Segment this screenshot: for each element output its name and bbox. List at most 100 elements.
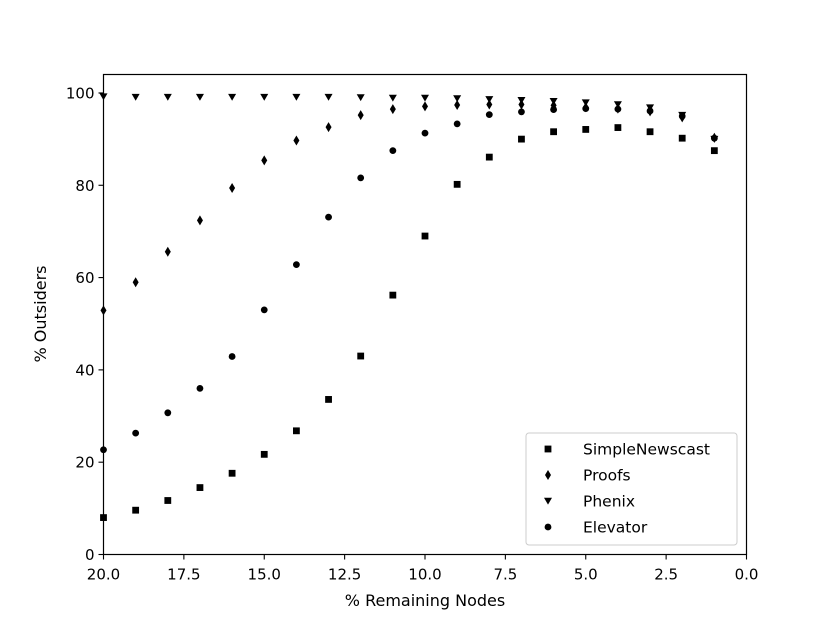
data-point-proofs [486,99,493,110]
data-point-elevator [260,306,268,314]
x-tick-label: 12.5 [328,566,361,584]
data-point-elevator [325,213,332,221]
data-point-simplenewscast [325,396,332,403]
x-tick-label: 2.5 [654,566,678,584]
data-point-phenix [356,94,365,102]
legend-entry-simplenewscast: SimpleNewscast [544,441,710,459]
x-tick-label: 0.0 [735,566,759,584]
data-point-simplenewscast [196,484,204,491]
data-point-simplenewscast [132,506,140,514]
data-point-elevator [453,120,461,128]
legend-entry-elevator: Elevator [544,519,648,537]
data-point-elevator [389,147,397,155]
series-proofs [100,99,718,316]
data-point-phenix [292,93,301,101]
series-elevator [100,105,718,454]
legend-label: Proofs [583,467,631,485]
data-point-simplenewscast [550,128,557,136]
data-point-elevator [614,105,622,113]
y-tick-label: 20 [75,454,94,472]
x-tick-label: 20.0 [87,566,120,584]
legend-entry-proofs: Proofs [545,467,631,485]
x-tick-label: 15.0 [248,566,281,584]
data-point-elevator [164,409,172,417]
data-point-phenix [195,93,204,101]
legend-frame [525,432,738,546]
data-point-simplenewscast [646,128,654,136]
data-point-proofs [389,104,396,115]
data-point-phenix [388,94,397,102]
data-point-simplenewscast [518,135,525,143]
x-tick-label: 5.0 [574,566,598,584]
data-point-elevator [550,106,557,113]
data-point-proofs [518,99,525,110]
legend-marker-proofs [545,470,551,480]
data-point-phenix [260,93,269,101]
y-tick-label: 0 [85,546,95,564]
data-point-elevator [228,353,236,360]
data-point-elevator [485,111,493,119]
data-point-phenix [485,96,494,104]
data-point-phenix [324,93,333,101]
legend-label: SimpleNewscast [583,441,710,459]
data-point-simplenewscast [164,497,172,504]
legend-label: Phenix [583,493,635,511]
series-simplenewscast [100,124,718,521]
y-axis-label: % Outsiders [31,266,50,363]
data-point-simplenewscast [614,124,622,131]
data-point-elevator [196,384,204,392]
data-point-phenix [613,101,622,109]
data-point-phenix [517,97,526,104]
data-point-simplenewscast [260,450,268,458]
data-point-simplenewscast [389,291,397,299]
legend-marker-simplenewscast [544,445,552,453]
data-point-proofs [261,155,268,166]
data-point-elevator [421,129,429,137]
y-tick-label: 100 [66,84,95,102]
data-point-proofs [164,246,171,257]
data-point-simplenewscast [293,427,300,435]
data-point-elevator [710,134,718,142]
data-point-proofs [357,110,364,121]
data-point-elevator [646,107,654,115]
legend-label: Elevator [583,519,648,537]
data-point-proofs [293,135,300,146]
data-point-elevator [132,429,140,437]
x-tick-label: 10.0 [408,566,441,584]
legend-entry-phenix: Phenix [544,493,635,511]
data-point-simplenewscast [678,134,686,142]
data-point-simplenewscast [710,147,718,155]
data-point-phenix [581,99,590,107]
x-tick-label: 17.5 [167,566,200,584]
y-tick-label: 80 [75,177,94,195]
data-point-elevator [357,174,365,182]
data-point-simplenewscast [453,180,461,188]
data-point-elevator [518,108,525,116]
data-point-proofs [132,277,139,288]
data-point-elevator [293,261,300,269]
data-point-phenix [131,93,140,101]
data-point-elevator [582,105,590,113]
x-axis: 20.0 17.5 15.0 12.5 10.0 7.5 5.0 2.5 0.0 [87,554,759,584]
x-tick-label: 7.5 [493,566,517,584]
y-axis: 0 20 40 60 80 100 [66,84,104,564]
legend-marker-elevator [544,523,552,531]
series-phenix [99,93,719,143]
data-point-simplenewscast [582,126,590,133]
data-point-elevator [678,112,686,120]
data-point-phenix [163,93,172,101]
data-point-proofs [454,99,461,110]
y-tick-label: 60 [75,269,94,287]
x-axis-label: % Remaining Nodes [345,591,505,610]
data-point-simplenewscast [421,232,429,240]
data-point-phenix [453,95,462,103]
y-tick-label: 40 [75,361,94,379]
data-point-simplenewscast [357,352,365,360]
data-point-phenix [549,97,558,105]
legend-marker-phenix [544,497,552,505]
data-point-phenix [421,94,429,102]
data-point-proofs [422,101,428,112]
legend: SimpleNewscast Proofs Phenix Elevator [525,432,738,546]
data-point-simplenewscast [485,153,493,161]
